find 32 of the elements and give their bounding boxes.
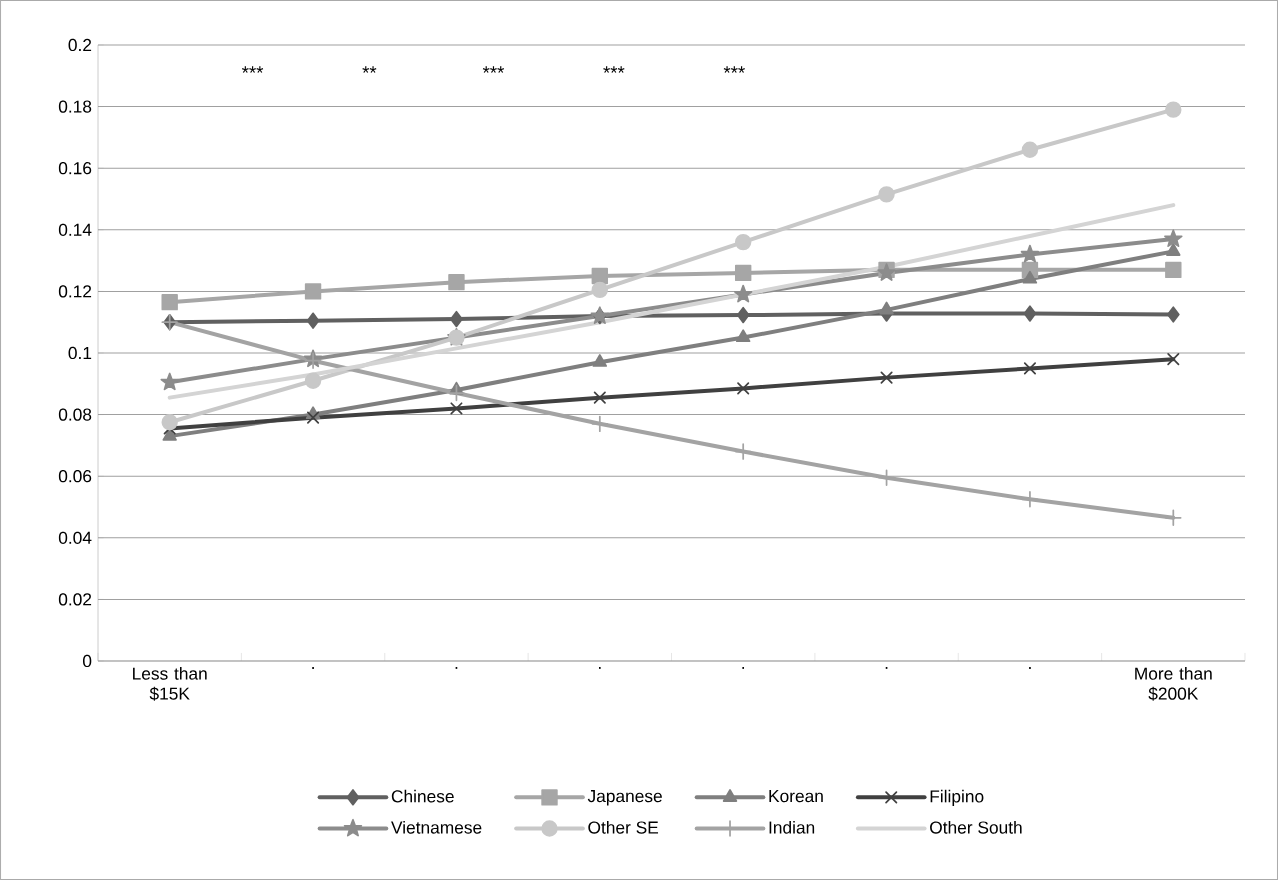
x-tick-label: . <box>455 667 458 669</box>
y-tick-label: 0.06 <box>58 470 92 483</box>
x-tick-label: . <box>1029 667 1031 669</box>
legend-label: Chinese <box>391 789 454 803</box>
legend-label: Japanese <box>587 790 662 806</box>
legend-label: Other SE <box>588 820 659 834</box>
x-tick-label: Less than $15K <box>133 667 207 701</box>
y-tick-label: 0 <box>82 654 92 668</box>
annotation: *** <box>482 66 505 73</box>
legend-label: Filipino <box>930 789 984 806</box>
annotation: *** <box>723 66 745 73</box>
x-tick-label: . <box>742 667 745 669</box>
y-tick-label: 0.04 <box>58 531 92 544</box>
y-tick-label: 0.12 <box>58 285 92 298</box>
legend-label: Other South <box>930 820 1022 834</box>
annotation: *** <box>241 66 264 73</box>
x-tick-label: . <box>885 667 888 669</box>
y-tick-label: 0.1 <box>68 346 92 360</box>
y-tick-label: 0.14 <box>58 223 92 236</box>
legend-label: Indian <box>769 820 815 834</box>
annotation: *** <box>603 66 625 73</box>
y-tick-label: 0.08 <box>58 408 92 421</box>
x-tick-label: . <box>312 667 314 669</box>
legend-label: Vietnamese <box>391 820 482 834</box>
y-tick-label: 0.16 <box>58 162 92 175</box>
y-tick-label: 0.2 <box>68 38 92 52</box>
x-tick-label: More than $200K <box>1135 667 1212 701</box>
annotation: ** <box>362 66 377 73</box>
legend-label: Korean <box>769 790 823 803</box>
y-tick-label: 0.02 <box>58 593 92 606</box>
x-tick-label: . <box>598 667 601 669</box>
y-tick-label: 0.18 <box>58 100 92 113</box>
